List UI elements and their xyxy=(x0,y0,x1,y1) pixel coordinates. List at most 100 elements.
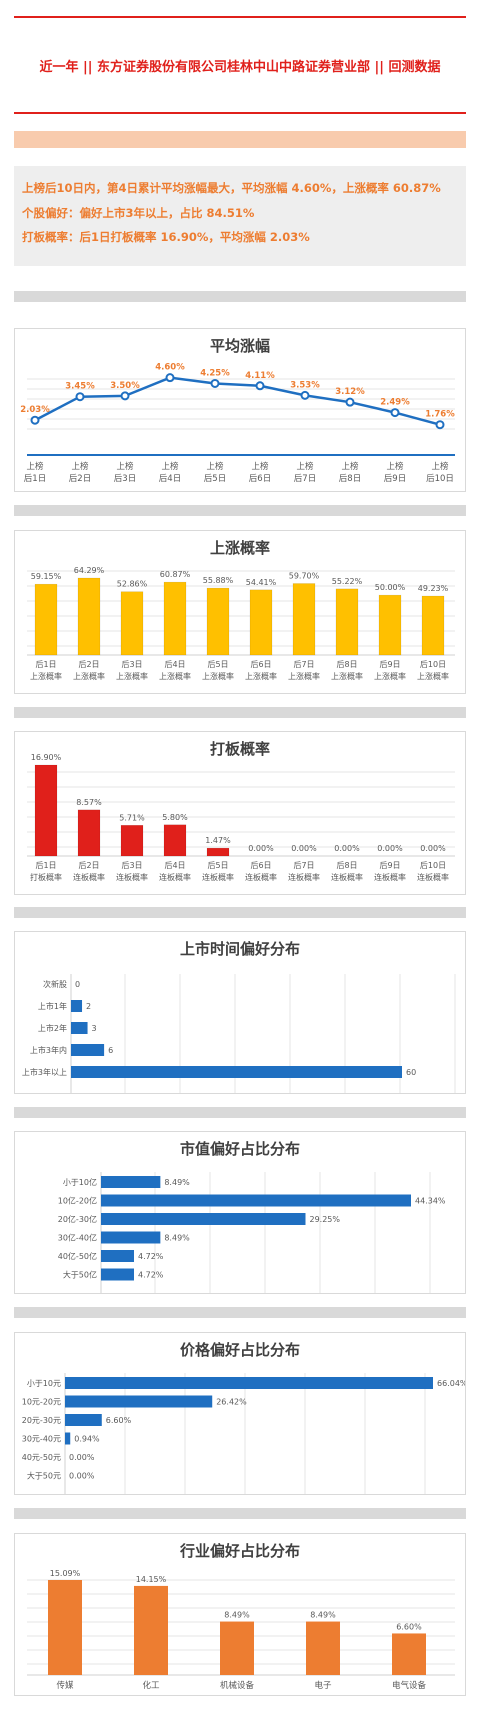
data-label: 4.72% xyxy=(138,1252,164,1261)
x-tick-label: 连板概率 xyxy=(159,872,191,882)
data-label: 1.76% xyxy=(425,410,455,420)
x-tick-label: 后5日 xyxy=(207,659,228,669)
y-tick-label: 上市1年 xyxy=(38,1001,67,1011)
separator xyxy=(14,707,466,718)
x-tick-label: 后10日 xyxy=(420,659,446,669)
y-tick-label: 次新股 xyxy=(43,979,67,989)
summary-line-1: 上榜后10日内，第4日累计平均涨幅最大，平均涨幅 4.60%，上涨概率 60.8… xyxy=(22,181,441,195)
x-tick-label: 连板概率 xyxy=(73,872,105,882)
separator xyxy=(14,1107,466,1118)
x-tick-label: 后1日 xyxy=(24,473,46,484)
x-tick-label: 连板概率 xyxy=(374,872,406,882)
x-tick-label: 上榜 xyxy=(386,461,404,472)
avg-gain-chart: 平均涨幅 2.03% 上榜 后1日 3.45% 上榜 后2日 3.50% 上榜 后3日 4.60% 上… xyxy=(14,328,466,492)
data-label: 3.45% xyxy=(65,382,95,392)
industry-svg: 行业偏好占比分布 15.09% 传媒 14.15% 化工 8.49% 机械设备 8.49% 电子… xyxy=(27,1542,455,1691)
x-tick-label: 上涨概率 xyxy=(30,671,62,681)
bar xyxy=(163,824,187,857)
data-label: 54.41% xyxy=(246,578,277,587)
data-label: 52.86% xyxy=(117,580,148,589)
bar xyxy=(65,1377,433,1389)
x-tick-label: 后9日 xyxy=(384,473,406,484)
x-tick-label: 后10日 xyxy=(426,473,454,484)
bar xyxy=(34,764,58,857)
x-tick-label: 连板概率 xyxy=(417,872,449,882)
data-label: 59.15% xyxy=(31,572,62,581)
x-tick-label: 上涨概率 xyxy=(288,671,320,681)
bar xyxy=(378,594,402,656)
x-tick-label: 连板概率 xyxy=(116,872,148,882)
data-label: 50.00% xyxy=(375,583,406,592)
bar xyxy=(292,583,316,656)
data-point xyxy=(165,373,175,383)
price-chart: 价格偏好占比分布 小于10元 66.04% 10元-20元 26.42% 20元-30元 6… xyxy=(14,1332,466,1495)
data-label: 16.90% xyxy=(31,753,62,762)
x-tick-label: 上榜 xyxy=(431,461,449,472)
data-label: 66.04% xyxy=(437,1379,465,1388)
peach-banner xyxy=(14,131,466,148)
separator xyxy=(14,907,466,918)
data-point xyxy=(255,381,265,391)
data-label: 49.23% xyxy=(418,584,449,593)
data-point xyxy=(75,392,85,402)
listing-time-chart: 上市时间偏好分布 次新股 0 上市1年 2 上市2年 3 上市3年内 6 上市3年以上 60 xyxy=(14,931,466,1094)
x-tick-label: 上榜 xyxy=(206,461,224,472)
bar xyxy=(71,1044,105,1056)
x-tick-label: 上榜 xyxy=(116,461,134,472)
x-tick-label: 上榜 xyxy=(296,461,314,472)
y-tick-label: 小于10元 xyxy=(27,1379,61,1388)
bar xyxy=(421,595,445,656)
data-label: 0.00% xyxy=(69,1453,95,1462)
x-tick-label: 机械设备 xyxy=(220,1680,255,1691)
x-tick-label: 后2日 xyxy=(78,860,99,870)
x-tick-label: 后9日 xyxy=(379,659,400,669)
bar xyxy=(34,583,58,656)
x-tick-label: 后2日 xyxy=(78,659,99,669)
x-tick-label: 连板概率 xyxy=(288,872,320,882)
data-label: 0.00% xyxy=(291,844,317,853)
summary-panel: 上榜后10日内，第4日累计平均涨幅最大，平均涨幅 4.60%，上涨概率 60.8… xyxy=(14,166,466,266)
y-tick-label: 10元-20元 xyxy=(22,1398,61,1407)
bar xyxy=(134,1585,168,1675)
chart-title: 上市时间偏好分布 xyxy=(180,940,300,958)
top-red-line xyxy=(14,16,466,18)
separator xyxy=(14,291,466,302)
x-tick-label: 后8日 xyxy=(336,659,357,669)
chart-title: 价格偏好占比分布 xyxy=(180,1341,300,1359)
x-tick-label: 后9日 xyxy=(379,860,400,870)
bar xyxy=(101,1176,161,1188)
x-tick-label: 上榜 xyxy=(26,461,44,472)
y-tick-label: 大于50亿 xyxy=(63,1270,97,1280)
x-tick-label: 上榜 xyxy=(161,461,179,472)
bar xyxy=(101,1250,134,1262)
y-tick-label: 小于10亿 xyxy=(63,1177,97,1187)
x-tick-label: 连板概率 xyxy=(245,872,277,882)
bar xyxy=(48,1580,82,1675)
bar xyxy=(249,589,273,656)
data-label: 55.22% xyxy=(332,577,363,586)
x-tick-label: 上涨概率 xyxy=(374,671,406,681)
bar xyxy=(101,1268,134,1281)
industry-chart: 行业偏好占比分布 15.09% 传媒 14.15% 化工 8.49% 机械设备 8.49% 电子… xyxy=(14,1533,466,1696)
bar xyxy=(65,1414,102,1426)
data-label: 4.25% xyxy=(200,368,230,378)
summary-line-2: 个股偏好：偏好上市3年以上，占比 84.51% xyxy=(22,205,255,220)
data-label: 0.00% xyxy=(248,844,274,853)
x-tick-label: 打板概率 xyxy=(30,872,62,882)
data-label: 6.60% xyxy=(396,1622,422,1631)
x-tick-label: 后4日 xyxy=(164,860,185,870)
x-tick-label: 化工 xyxy=(142,1680,160,1691)
x-tick-label: 后7日 xyxy=(294,473,316,484)
bar xyxy=(101,1194,411,1207)
data-label: 0.94% xyxy=(74,1435,100,1444)
y-tick-label: 大于50元 xyxy=(27,1471,61,1481)
data-label: 0.00% xyxy=(420,844,446,853)
data-point xyxy=(210,378,220,388)
data-label: 2 xyxy=(86,1002,91,1011)
y-tick-label: 40元-50元 xyxy=(22,1453,61,1462)
separator xyxy=(14,1307,466,1318)
data-label: 3.12% xyxy=(335,387,365,397)
data-point xyxy=(390,408,400,418)
